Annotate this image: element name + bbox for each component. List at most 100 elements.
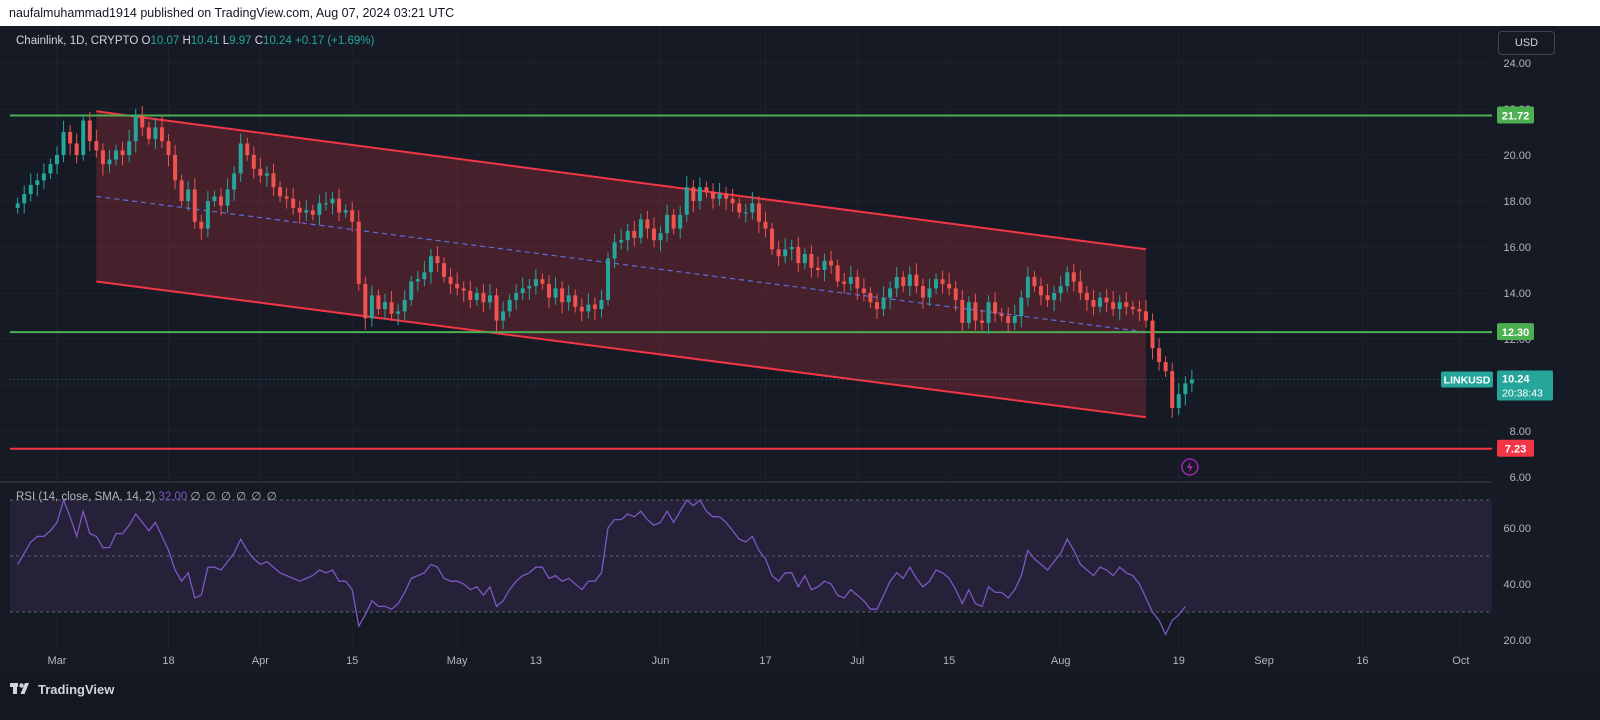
chart-canvas[interactable]: 24.0022.0020.0018.0016.0014.0012.0010.00…: [0, 26, 1600, 672]
candle-body: [428, 256, 433, 273]
candle-body: [737, 203, 742, 213]
candle-body: [297, 207, 302, 213]
candle-body: [606, 258, 611, 300]
candle-body: [199, 221, 204, 229]
candle-body: [35, 180, 40, 185]
candle-body: [1124, 302, 1129, 307]
candle-body: [245, 143, 250, 155]
candle-body: [94, 141, 99, 151]
high-label: H: [182, 35, 191, 47]
candle-body: [986, 302, 991, 323]
rsi-label: RSI (14, close, SMA, 14, 2): [16, 491, 156, 503]
candle-body: [586, 304, 591, 312]
candle-body: [691, 187, 696, 201]
symbol-price-badge: [1441, 371, 1493, 388]
candle-body: [894, 276, 899, 289]
candle-body: [566, 295, 571, 303]
price-tick-label: 14.00: [1503, 288, 1531, 300]
candle-body: [422, 272, 427, 280]
candle-body: [802, 253, 807, 264]
candle-body: [22, 194, 27, 204]
candle-body: [468, 290, 473, 300]
currency-button[interactable]: USD: [1498, 31, 1555, 55]
candle-body: [881, 297, 886, 310]
channel-fill: [96, 111, 1146, 418]
candle-body: [888, 288, 893, 298]
candle-body: [947, 283, 952, 289]
candle-body: [146, 127, 151, 139]
candle-body: [219, 196, 223, 206]
candle-body: [284, 196, 289, 199]
tradingview-brand[interactable]: TradingView: [10, 681, 114, 698]
candle-body: [914, 274, 919, 287]
candle-body: [1183, 383, 1188, 395]
candle-body: [875, 302, 879, 310]
candle-body: [323, 203, 328, 205]
candle-body: [1176, 394, 1181, 408]
symbol-legend: Chainlink, 1D, CRYPTO O10.07 H10.41 L9.9…: [16, 35, 374, 47]
candle-body: [868, 293, 873, 303]
level-badge-label: 21.72: [1502, 110, 1530, 122]
time-tick-label: Jun: [652, 655, 670, 667]
candle-body: [553, 288, 558, 298]
candle-body: [212, 196, 217, 201]
candle-body: [140, 115, 145, 128]
candle-body: [507, 299, 512, 312]
descending-channel: [96, 110, 1147, 419]
candle-body: [232, 173, 237, 190]
candle-body: [291, 198, 296, 208]
brand-name: TradingView: [38, 682, 115, 697]
candle-body: [74, 143, 79, 155]
candle-body: [809, 253, 814, 268]
candle-body: [920, 286, 925, 298]
low-label: L: [222, 35, 230, 47]
candle-body: [678, 214, 683, 229]
candle-body: [612, 242, 617, 259]
symbol-name: Chainlink, 1D, CRYPTO: [16, 35, 139, 47]
candle-body: [573, 295, 578, 307]
candle-body: [376, 295, 381, 310]
candle-body: [271, 173, 276, 188]
candle-body: [461, 288, 466, 291]
level-badge: [1497, 106, 1534, 124]
candle-body: [81, 120, 86, 155]
candle-body: [343, 210, 348, 213]
candle-body: [704, 187, 709, 192]
candle-body: [389, 302, 394, 314]
candle-body: [1052, 293, 1057, 300]
candle-body: [409, 281, 414, 300]
candle-body: [783, 249, 788, 257]
candle-body: [960, 299, 965, 323]
time-tick-label: 16: [1356, 655, 1368, 667]
time-tick-label: Oct: [1452, 655, 1469, 667]
countdown-value: 20:38:43: [1502, 387, 1543, 399]
time-tick-label: Jul: [850, 655, 864, 667]
candle-body: [435, 256, 440, 264]
candle-body: [619, 240, 624, 243]
change-value: +0.17 (+1.69%): [295, 35, 375, 47]
lightning-icon-ring: [1181, 458, 1199, 476]
candle-body: [770, 228, 775, 250]
candle-body: [317, 203, 322, 215]
candle-body: [966, 302, 971, 323]
price-tick-label: 18.00: [1503, 196, 1531, 208]
candle-body: [487, 295, 492, 303]
candle-body: [258, 168, 263, 176]
candle-body: [48, 164, 53, 174]
rsi-value: 32.00: [158, 491, 188, 503]
candle-body: [861, 288, 866, 293]
price-tick-label: 20.00: [1503, 150, 1531, 162]
candle-body: [697, 187, 702, 201]
candle-body: [363, 283, 368, 319]
level-badge-label: 12.30: [1502, 327, 1530, 339]
candle-body: [1039, 286, 1043, 296]
level-badge: [1497, 323, 1534, 341]
candle-body: [645, 219, 650, 229]
candle-body: [547, 283, 551, 298]
candle-body: [940, 279, 945, 284]
channel-lower-line: [96, 280, 1147, 419]
candle-body: [999, 313, 1004, 316]
candle-body: [743, 212, 748, 214]
high-value: 10.41: [190, 35, 220, 47]
footer-bar: [0, 672, 1600, 720]
